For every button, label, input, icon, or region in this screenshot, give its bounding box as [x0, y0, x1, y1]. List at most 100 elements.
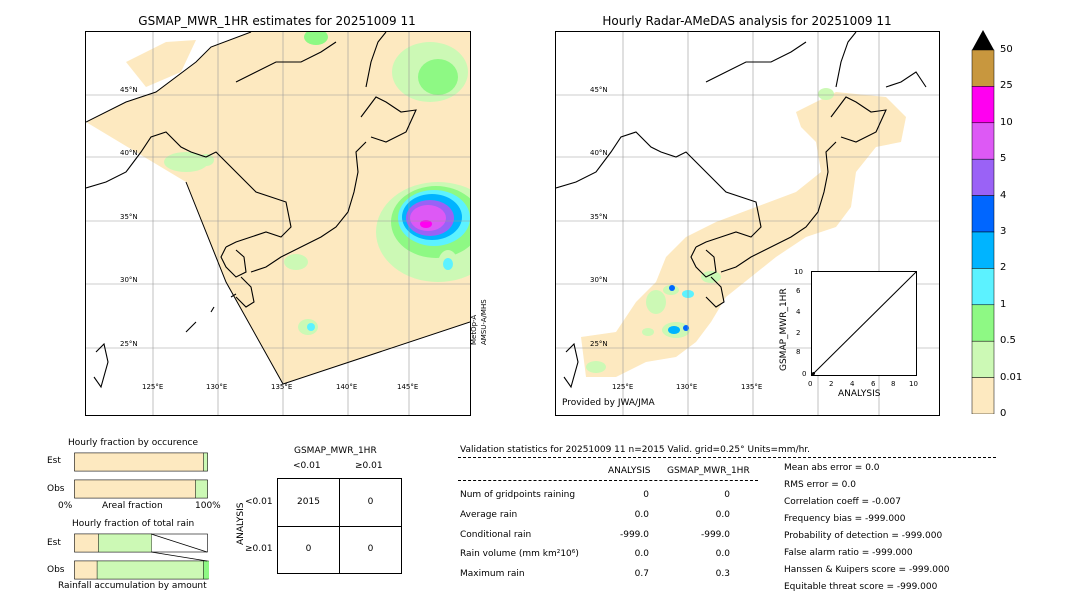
colorbar-label: 25	[1000, 80, 1013, 92]
colorbar-segment	[971, 195, 995, 233]
occurrence-xtick: 0%	[58, 501, 73, 511]
left-lon-label: 130°E	[206, 383, 228, 391]
totalrain-est-label: Est	[47, 538, 61, 548]
left-lat-label: 30°N	[120, 276, 138, 284]
scatter-ytick: 2	[796, 329, 801, 337]
totalrain-connector	[151, 533, 208, 553]
colorbar-segment	[971, 268, 995, 306]
colorbar-label: 0	[1000, 408, 1007, 419]
scatter-ytick: 0	[802, 370, 807, 378]
right-map: 45°N 40°N 35°N 30°N 25°N 125°E 130°E 135…	[555, 31, 940, 416]
totalrain-bars	[74, 533, 209, 580]
contingency-cell: 2015	[297, 497, 320, 507]
coast-north	[235, 41, 337, 83]
contingency-col-header: ≥0.01	[355, 461, 383, 471]
scatter-xtick: 4	[850, 380, 855, 388]
coast-japan-honshu	[250, 141, 367, 273]
right-lon-label: 130°E	[676, 383, 698, 391]
scatter-ytick: 6	[796, 287, 801, 295]
colorbar-segment	[971, 122, 995, 160]
coast-taiwan	[93, 342, 109, 389]
totalrain-bar-segment	[98, 533, 152, 553]
left-lat-label: 45°N	[120, 86, 138, 94]
right-lat-label: 40°N	[590, 149, 608, 157]
stat-gsmap: 0.3	[715, 569, 730, 579]
left-lon-label: 140°E	[336, 383, 358, 391]
contingency-table: 2015 0 0 0	[277, 478, 402, 574]
totalrain-bar-segment	[74, 560, 98, 580]
stat-label: Maximum rain	[460, 569, 525, 579]
validation-subdivider	[458, 480, 758, 481]
stat-label: Average rain	[460, 510, 518, 520]
scatter-xtick: 2	[829, 380, 834, 388]
colorbar-label: 10	[1000, 116, 1013, 128]
stat-gsmap: 0.0	[715, 549, 730, 559]
stat-gsmap: 0.0	[715, 510, 730, 520]
coast-hokkaido	[360, 96, 417, 143]
colorbar-label: 5	[1000, 153, 1007, 165]
scatter-diagonal	[811, 271, 917, 376]
sensor-label: AMSU-A/MHS	[480, 299, 488, 345]
occurrence-xtick: 100%	[195, 501, 221, 511]
left-lon-label: 135°E	[271, 383, 293, 391]
right-lon-label: 125°E	[612, 383, 634, 391]
colorbar-graphic	[971, 30, 995, 415]
satellite-swath	[86, 32, 470, 384]
scatter-xtick: 6	[871, 380, 876, 388]
left-map-graphic	[86, 32, 470, 415]
colorbar-label: 4	[1000, 189, 1007, 201]
score-line: Probability of detection = -999.000	[784, 531, 943, 541]
occurrence-bars	[74, 452, 208, 499]
coast-asia	[86, 131, 292, 248]
coast-ryukyu	[185, 293, 237, 333]
left-lat-label: 25°N	[120, 340, 138, 348]
colorbar-label: 1	[1000, 298, 1007, 310]
colorbar-label: 50	[1000, 44, 1013, 55]
occurrence-bar-segment	[195, 479, 208, 499]
colorbar	[971, 30, 995, 415]
right-map-title: Hourly Radar-AMeDAS analysis for 2025100…	[602, 14, 892, 28]
stat-gsmap: -999.0	[700, 530, 730, 540]
score-line: RMS error = 0.0	[784, 480, 856, 490]
scatter-xtick: 10	[909, 380, 918, 388]
stat-gsmap: 0	[724, 490, 730, 500]
colorbar-segment	[971, 340, 995, 378]
occurrence-xlabel: Areal fraction	[102, 501, 163, 511]
colorbar-segment	[971, 49, 995, 87]
left-lat-label: 40°N	[120, 149, 138, 157]
stat-analysis: 0.0	[634, 510, 649, 520]
scatter-inset	[811, 271, 917, 376]
score-line: Hanssen & Kuipers score = -999.000	[784, 565, 950, 575]
validation-col-header: GSMAP_MWR_1HR	[667, 466, 750, 476]
left-lon-label: 145°E	[397, 383, 419, 391]
occurrence-est-label: Est	[47, 456, 61, 466]
left-map: 45°N 40°N 35°N 30°N 25°N 125°E 130°E 135…	[85, 31, 471, 416]
validation-divider	[458, 457, 996, 458]
occurrence-bar-segment	[74, 452, 204, 472]
contingency-title: GSMAP_MWR_1HR	[294, 446, 377, 456]
stat-label: Num of gridpoints raining	[460, 490, 576, 500]
colorbar-segment	[971, 86, 995, 124]
colorbar-extend-arrow	[972, 30, 994, 50]
scatter-ylabel: GSMAP_MWR_1HR	[779, 288, 789, 371]
sensor-label: MetOp-A	[470, 314, 478, 345]
right-lat-label: 30°N	[590, 276, 608, 284]
occurrence-title: Hourly fraction by occurence	[68, 438, 199, 448]
scatter-xtick: 8	[891, 380, 896, 388]
colorbar-segment	[971, 304, 995, 342]
totalrain-bar-segment	[96, 560, 204, 580]
colorbar-label: 2	[1000, 262, 1007, 274]
contingency-row-axis: ANALYSIS	[236, 502, 246, 545]
scatter-point	[812, 372, 815, 375]
left-lat-label: 35°N	[120, 213, 138, 221]
stat-label: Conditional rain	[460, 530, 532, 540]
scatter-ytick: 10	[794, 268, 803, 276]
left-lon-label: 125°E	[142, 383, 164, 391]
totalrain-bar-segment	[203, 560, 209, 580]
stat-analysis: 0.0	[634, 549, 649, 559]
contingency-row-header: ≥0.01	[245, 544, 273, 554]
stat-analysis: -999.0	[619, 530, 649, 540]
coast-japan-kyushu	[235, 276, 255, 308]
scatter-ytick: 8	[796, 348, 801, 356]
stat-analysis: 0.7	[634, 569, 649, 579]
